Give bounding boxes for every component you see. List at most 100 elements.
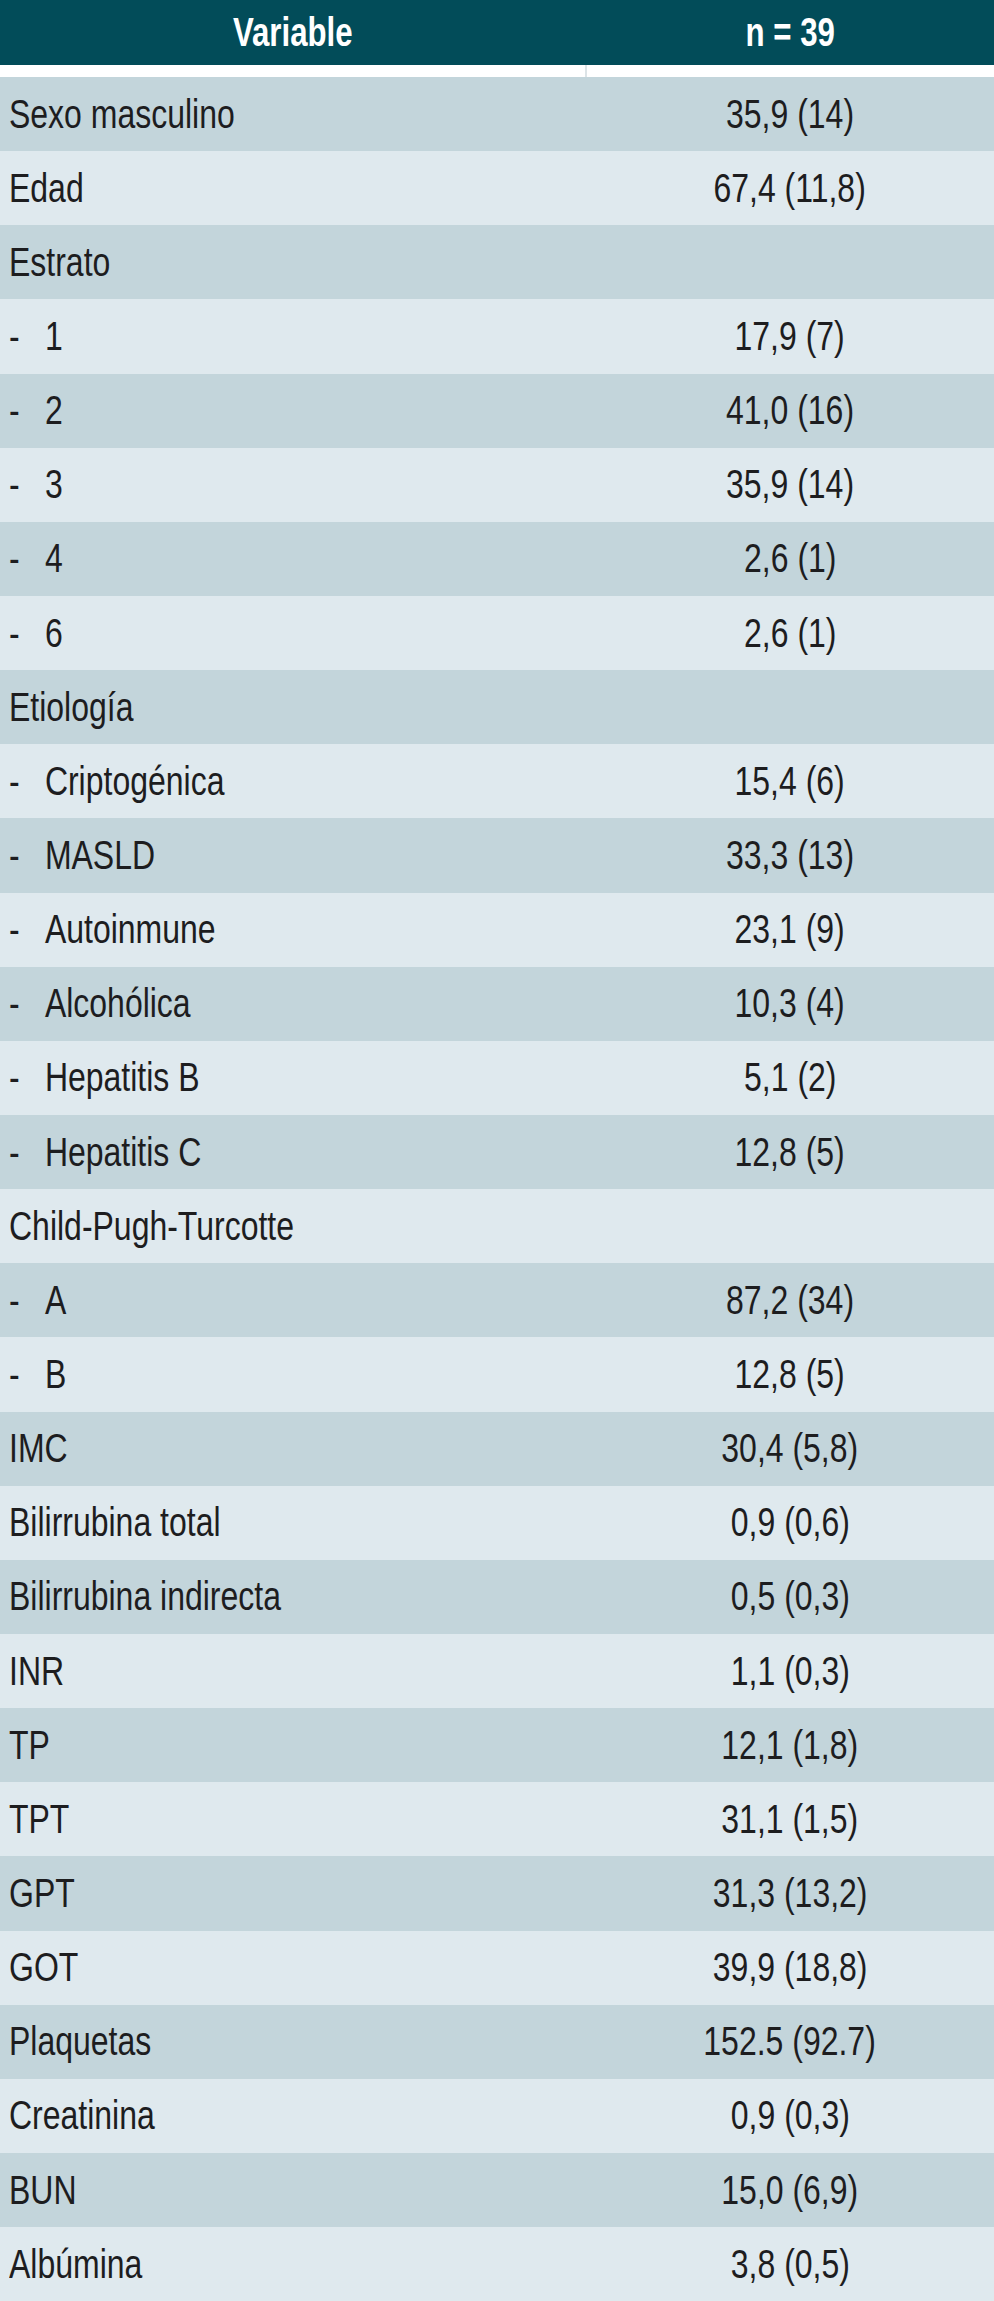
table-row: Edad 67,4 (11,8) (0, 151, 994, 225)
table-row: Bilirrubina indirecta 0,5 (0,3) (0, 1560, 994, 1634)
row-value-cell: 35,9 (14) (586, 448, 994, 522)
row-label-cell: Estrato (0, 225, 586, 299)
row-label: TPT (9, 1796, 69, 1842)
indent-dash: - (9, 906, 45, 953)
indent-dash: - (9, 1351, 45, 1398)
row-label-cell: TPT (0, 1782, 586, 1856)
row-label-cell: -1 (0, 299, 586, 373)
row-label: Plaquetas (9, 2018, 151, 2064)
row-label-cell: -Criptogénica (0, 744, 586, 818)
row-label: Child-Pugh-Turcotte (9, 1203, 294, 1249)
table-row: -1 17,9 (7) (0, 299, 994, 373)
table-row: INR 1,1 (0,3) (0, 1634, 994, 1708)
row-value: 2,6 (1) (744, 535, 836, 582)
row-value: 87,2 (34) (726, 1277, 854, 1324)
column-divider (585, 65, 587, 77)
row-value-cell: 33,3 (13) (586, 818, 994, 892)
table-row: BUN 15,0 (6,9) (0, 2153, 994, 2227)
row-label-cell: TP (0, 1708, 586, 1782)
row-value: 67,4 (11,8) (714, 165, 866, 212)
row-value-cell (586, 225, 994, 299)
row-label: 2 (45, 387, 63, 433)
table-row: -4 2,6 (1) (0, 522, 994, 596)
row-label-cell: Etiología (0, 670, 586, 744)
table-row: Estrato (0, 225, 994, 299)
row-value-cell: 12,8 (5) (586, 1337, 994, 1411)
row-value-cell: 152.5 (92.7) (586, 2005, 994, 2079)
indent-dash: - (9, 387, 45, 434)
row-value-cell: 2,6 (1) (586, 596, 994, 670)
column-header-variable: Variable (0, 0, 586, 65)
table-row: Etiología (0, 670, 994, 744)
table-row: -3 35,9 (14) (0, 448, 994, 522)
table-body: Sexo masculino 35,9 (14) Edad 67,4 (11,8… (0, 77, 994, 2301)
row-label-cell: -Autoinmune (0, 893, 586, 967)
row-label: TP (9, 1722, 50, 1768)
indent-dash: - (9, 461, 45, 508)
row-label-cell: -Alcohólica (0, 967, 586, 1041)
row-label: 1 (45, 313, 63, 359)
row-label-cell: GPT (0, 1856, 586, 1930)
indent-dash: - (9, 1054, 45, 1101)
row-value-cell: 15,0 (6,9) (586, 2153, 994, 2227)
row-value-cell: 31,1 (1,5) (586, 1782, 994, 1856)
row-value-cell: 87,2 (34) (586, 1263, 994, 1337)
row-label-cell: -Hepatitis C (0, 1115, 586, 1189)
row-value: 31,3 (13,2) (713, 1870, 868, 1917)
row-label: MASLD (45, 832, 155, 878)
table-row: -B 12,8 (5) (0, 1337, 994, 1411)
row-label-cell: -4 (0, 522, 586, 596)
row-label: B (45, 1351, 66, 1397)
row-label: Bilirrubina total (9, 1499, 221, 1545)
row-value-cell (586, 670, 994, 744)
row-value: 31,1 (1,5) (722, 1796, 859, 1843)
row-label-cell: Albúmina (0, 2227, 586, 2301)
row-value-cell: 0,9 (0,6) (586, 1486, 994, 1560)
row-label-cell: -2 (0, 374, 586, 448)
row-value: 33,3 (13) (726, 832, 854, 879)
row-value: 15,4 (6) (735, 758, 845, 805)
table-row: Sexo masculino 35,9 (14) (0, 77, 994, 151)
row-value: 0,9 (0,3) (730, 2092, 849, 2139)
table-row: -Criptogénica 15,4 (6) (0, 744, 994, 818)
table-row: IMC 30,4 (5,8) (0, 1412, 994, 1486)
row-label: 4 (45, 535, 63, 581)
row-label: Creatinina (9, 2092, 155, 2138)
row-label-cell: Creatinina (0, 2079, 586, 2153)
row-value: 2,6 (1) (744, 610, 836, 657)
row-value-cell: 30,4 (5,8) (586, 1412, 994, 1486)
row-value: 39,9 (18,8) (713, 1944, 868, 1991)
row-value: 35,9 (14) (726, 91, 854, 138)
table-row: GPT 31,3 (13,2) (0, 1856, 994, 1930)
table-row: Albúmina 3,8 (0,5) (0, 2227, 994, 2301)
indent-dash: - (9, 832, 45, 879)
row-value-cell: 41,0 (16) (586, 374, 994, 448)
row-label: Criptogénica (45, 758, 225, 804)
row-label: Estrato (9, 239, 110, 285)
row-label: 6 (45, 610, 63, 656)
row-label-cell: BUN (0, 2153, 586, 2227)
row-label-cell: -B (0, 1337, 586, 1411)
row-value-cell: 3,8 (0,5) (586, 2227, 994, 2301)
column-header-n-label: n = 39 (745, 10, 834, 55)
table-row: Plaquetas 152.5 (92.7) (0, 2005, 994, 2079)
table-row: -Alcohólica 10,3 (4) (0, 967, 994, 1041)
row-label: IMC (9, 1425, 68, 1471)
row-label: INR (9, 1648, 64, 1694)
row-value-cell: 5,1 (2) (586, 1041, 994, 1115)
row-label: Sexo masculino (9, 91, 235, 137)
table-row: -MASLD 33,3 (13) (0, 818, 994, 892)
indent-dash: - (9, 1277, 45, 1324)
table-row: TP 12,1 (1,8) (0, 1708, 994, 1782)
row-label-cell: -6 (0, 596, 586, 670)
row-value-cell: 67,4 (11,8) (586, 151, 994, 225)
row-value: 12,8 (5) (735, 1351, 845, 1398)
table-row: -A 87,2 (34) (0, 1263, 994, 1337)
row-label-cell: Bilirrubina total (0, 1486, 586, 1560)
row-value: 30,4 (5,8) (722, 1425, 859, 1472)
row-value: 41,0 (16) (726, 387, 854, 434)
table-row: Child-Pugh-Turcotte (0, 1189, 994, 1263)
row-value: 12,8 (5) (735, 1129, 845, 1176)
row-label: GOT (9, 1944, 78, 1990)
row-value-cell: 10,3 (4) (586, 967, 994, 1041)
